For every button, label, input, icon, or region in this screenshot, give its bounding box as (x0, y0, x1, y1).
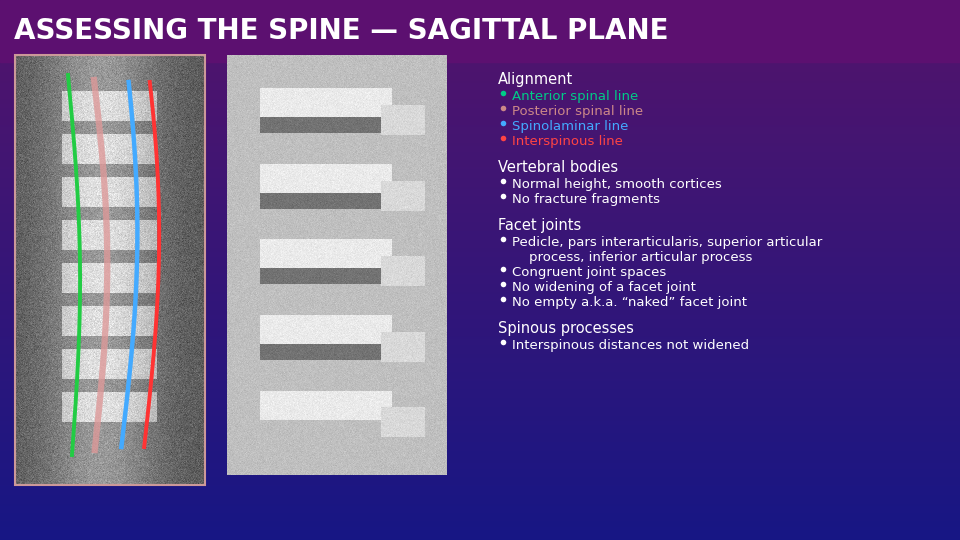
Text: Normal height, smooth cortices: Normal height, smooth cortices (512, 178, 722, 191)
Bar (0, 0, 960, 62)
Text: process, inferior articular process: process, inferior articular process (512, 251, 753, 264)
Text: Spinous processes: Spinous processes (498, 321, 634, 336)
Text: Pedicle, pars interarticularis, superior articular: Pedicle, pars interarticularis, superior… (512, 236, 823, 249)
Text: Alignment: Alignment (498, 72, 573, 87)
Text: Interspinous distances not widened: Interspinous distances not widened (512, 339, 749, 352)
Text: No widening of a facet joint: No widening of a facet joint (512, 281, 696, 294)
Text: Posterior spinal line: Posterior spinal line (512, 105, 643, 118)
Text: Facet joints: Facet joints (498, 218, 581, 233)
Text: Vertebral bodies: Vertebral bodies (498, 160, 618, 175)
Bar (15, 55, 205, 485)
Text: Anterior spinal line: Anterior spinal line (512, 90, 638, 103)
Text: Spinolaminar line: Spinolaminar line (512, 120, 629, 133)
Text: No empty a.k.a. “naked” facet joint: No empty a.k.a. “naked” facet joint (512, 296, 747, 309)
Text: Interspinous line: Interspinous line (512, 135, 623, 148)
Text: Congruent joint spaces: Congruent joint spaces (512, 266, 666, 279)
Text: ASSESSING THE SPINE — SAGITTAL PLANE: ASSESSING THE SPINE — SAGITTAL PLANE (14, 17, 668, 45)
Text: No fracture fragments: No fracture fragments (512, 193, 660, 206)
